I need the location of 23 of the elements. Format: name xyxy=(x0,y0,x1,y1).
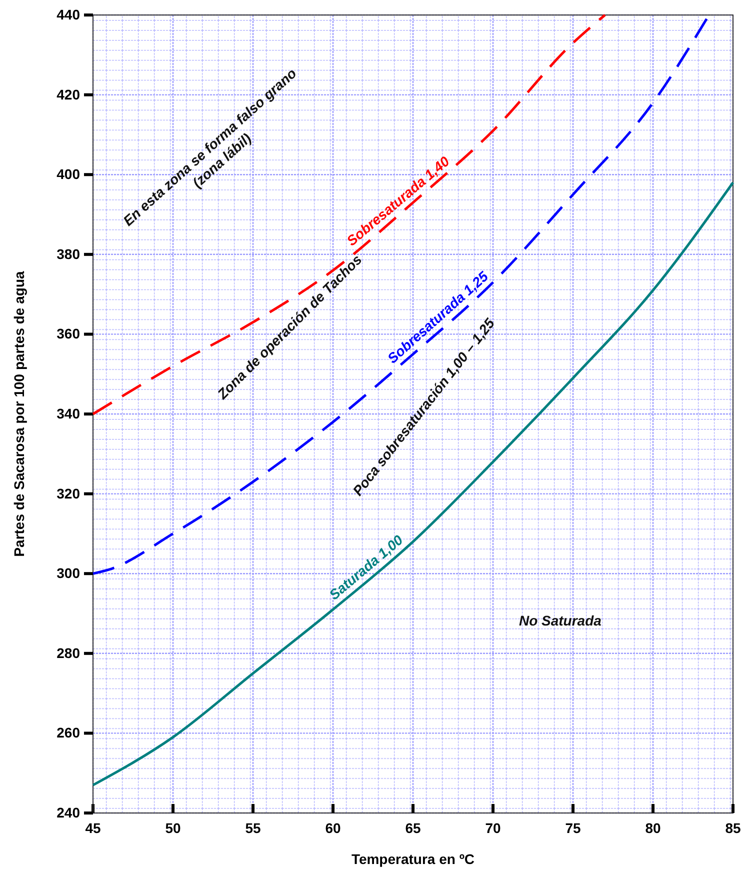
y-tick-label: 360 xyxy=(56,326,80,342)
y-tick-label: 240 xyxy=(56,804,80,820)
y-axis-title: Partes de Sacarosa por 100 partes de agua xyxy=(11,271,27,557)
x-tick-label: 60 xyxy=(325,820,341,836)
x-tick-label: 45 xyxy=(85,820,101,836)
x-tick-label: 50 xyxy=(165,820,181,836)
y-tick-label: 300 xyxy=(56,565,80,582)
x-tick-label: 85 xyxy=(725,820,741,836)
x-axis-title: Temperatura en ºC xyxy=(351,851,475,867)
y-tick-label: 260 xyxy=(56,724,80,741)
x-tick-label: 75 xyxy=(565,820,581,836)
y-tick-label: 420 xyxy=(56,86,80,102)
annotation: No Saturada xyxy=(518,612,602,628)
y-tick-label: 340 xyxy=(56,405,80,422)
y-tick-label: 440 xyxy=(56,6,80,22)
x-tick-label: 70 xyxy=(485,820,501,836)
y-tick-label: 380 xyxy=(56,246,80,262)
y-tick-label: 400 xyxy=(56,166,80,182)
y-tick-label: 280 xyxy=(56,644,80,661)
x-tick-label: 55 xyxy=(245,820,261,836)
x-tick-label: 80 xyxy=(645,820,661,836)
y-tick-label: 320 xyxy=(56,485,80,502)
x-tick-label: 65 xyxy=(405,820,421,836)
